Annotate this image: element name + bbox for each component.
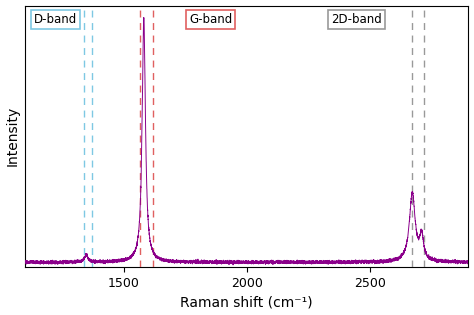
Y-axis label: Intensity: Intensity (6, 106, 19, 167)
Text: 2D-band: 2D-band (331, 14, 382, 26)
Text: D-band: D-band (34, 14, 77, 26)
X-axis label: Raman shift (cm⁻¹): Raman shift (cm⁻¹) (181, 295, 313, 309)
Text: G-band: G-band (189, 14, 232, 26)
